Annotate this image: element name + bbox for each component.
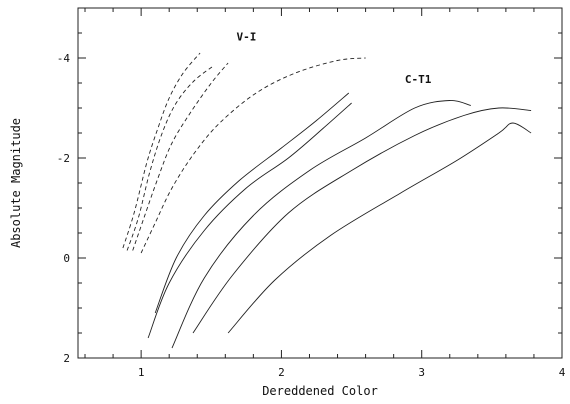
y-axis-label: Absolute Magnitude xyxy=(9,118,23,248)
annotation-v-i: V-I xyxy=(237,31,257,44)
series-line-c-t1-5 xyxy=(147,102,352,339)
series-line-v-i-2 xyxy=(132,62,229,251)
series-line-v-i-0 xyxy=(122,52,201,249)
x-tick-label: 2 xyxy=(278,366,285,379)
series-line-c-t1-7 xyxy=(192,107,532,334)
x-tick-label: 1 xyxy=(138,366,145,379)
x-tick-label: 4 xyxy=(559,366,566,379)
y-tick-label: 2 xyxy=(63,352,70,365)
plot-frame xyxy=(77,7,563,359)
tick-labels: 1 2 3 4 -4 -2 0 2 xyxy=(57,52,566,379)
series-line-c-t1-8 xyxy=(227,122,532,334)
y-tick-label: -4 xyxy=(57,52,71,65)
series-line-v-i-1 xyxy=(126,65,215,251)
y-tick-label: -2 xyxy=(57,152,70,165)
series-line-v-i-3 xyxy=(140,57,366,254)
series-line-c-t1-6 xyxy=(171,100,471,349)
series-lines xyxy=(122,52,532,349)
tick-marks xyxy=(78,7,563,359)
annotation-c-t1: C-T1 xyxy=(405,73,432,86)
y-tick-label: 0 xyxy=(63,252,70,265)
series-line-c-t1-4 xyxy=(154,92,350,314)
x-axis-label: Dereddened Color xyxy=(262,384,378,398)
x-tick-label: 3 xyxy=(418,366,425,379)
